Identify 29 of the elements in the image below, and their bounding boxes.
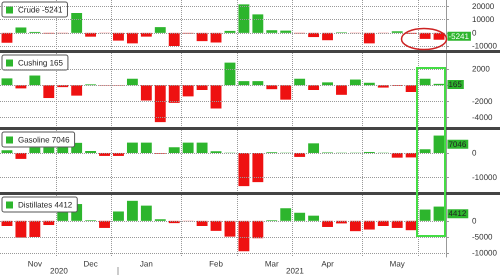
data-label: 4412 [448, 209, 467, 218]
y-tick-label: -5000 [472, 232, 494, 242]
data-label: 7046 [448, 140, 467, 149]
legend-label: Distillates 4412 [18, 200, 73, 210]
y-tick-label: 0 [472, 148, 477, 158]
legend-label: Gasoline 7046 [18, 136, 70, 144]
legend-label: Crude -5241 [18, 6, 64, 14]
x-tick-label: Nov [28, 260, 42, 268]
y-tick-label: 20000 [472, 2, 495, 12]
y-tick-label: 0 [472, 28, 477, 38]
x-tick-label: Dec [83, 260, 98, 268]
y-tick-label: -4000 [472, 112, 494, 122]
y-tick-label: -10000 [472, 42, 498, 50]
data-label: 165 [448, 80, 462, 90]
text: 2021 [286, 266, 304, 275]
y-tick-label: -10000 [472, 173, 498, 182]
x-tick-label: May [390, 260, 405, 268]
x-tick-label: Mar [264, 260, 280, 268]
y-tick-label: 10000 [472, 15, 495, 24]
text: 2020 [50, 266, 68, 275]
y-tick-label: -2000 [472, 96, 494, 106]
x-tick-label: Feb [209, 260, 224, 268]
y-tick-label: -10000 [472, 248, 498, 258]
data-label: -5241 [448, 32, 470, 41]
x-tick-label: Jan [140, 260, 153, 268]
y-tick-label: 0 [472, 216, 477, 226]
y-tick-label: 2000 [472, 64, 490, 74]
x-tick-label: Apr [321, 260, 334, 268]
legend-label: Cushing 165 [18, 58, 64, 68]
